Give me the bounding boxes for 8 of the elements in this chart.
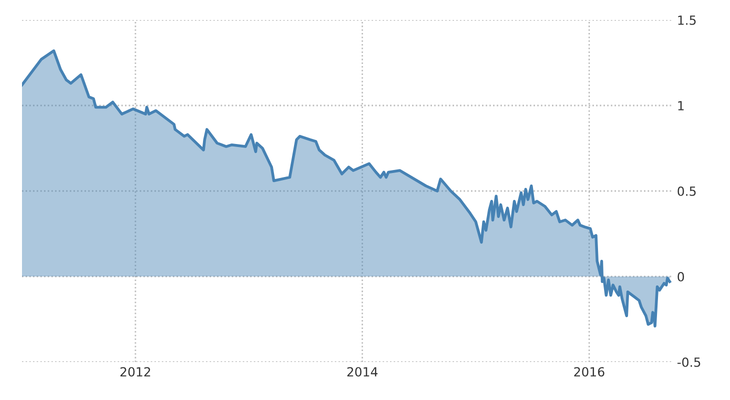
y-tick-label: -0.5 — [677, 357, 700, 367]
y-tick-label: 0.5 — [678, 186, 696, 196]
y-tick-label: 0 — [678, 272, 684, 282]
x-tick-label: 2016 — [574, 367, 604, 377]
x-tick-label: 2014 — [347, 367, 378, 377]
y-tick-label: 1 — [678, 101, 684, 110]
y-tick-label: 1.5 — [678, 16, 696, 25]
x-tick-label: 2012 — [120, 367, 150, 377]
